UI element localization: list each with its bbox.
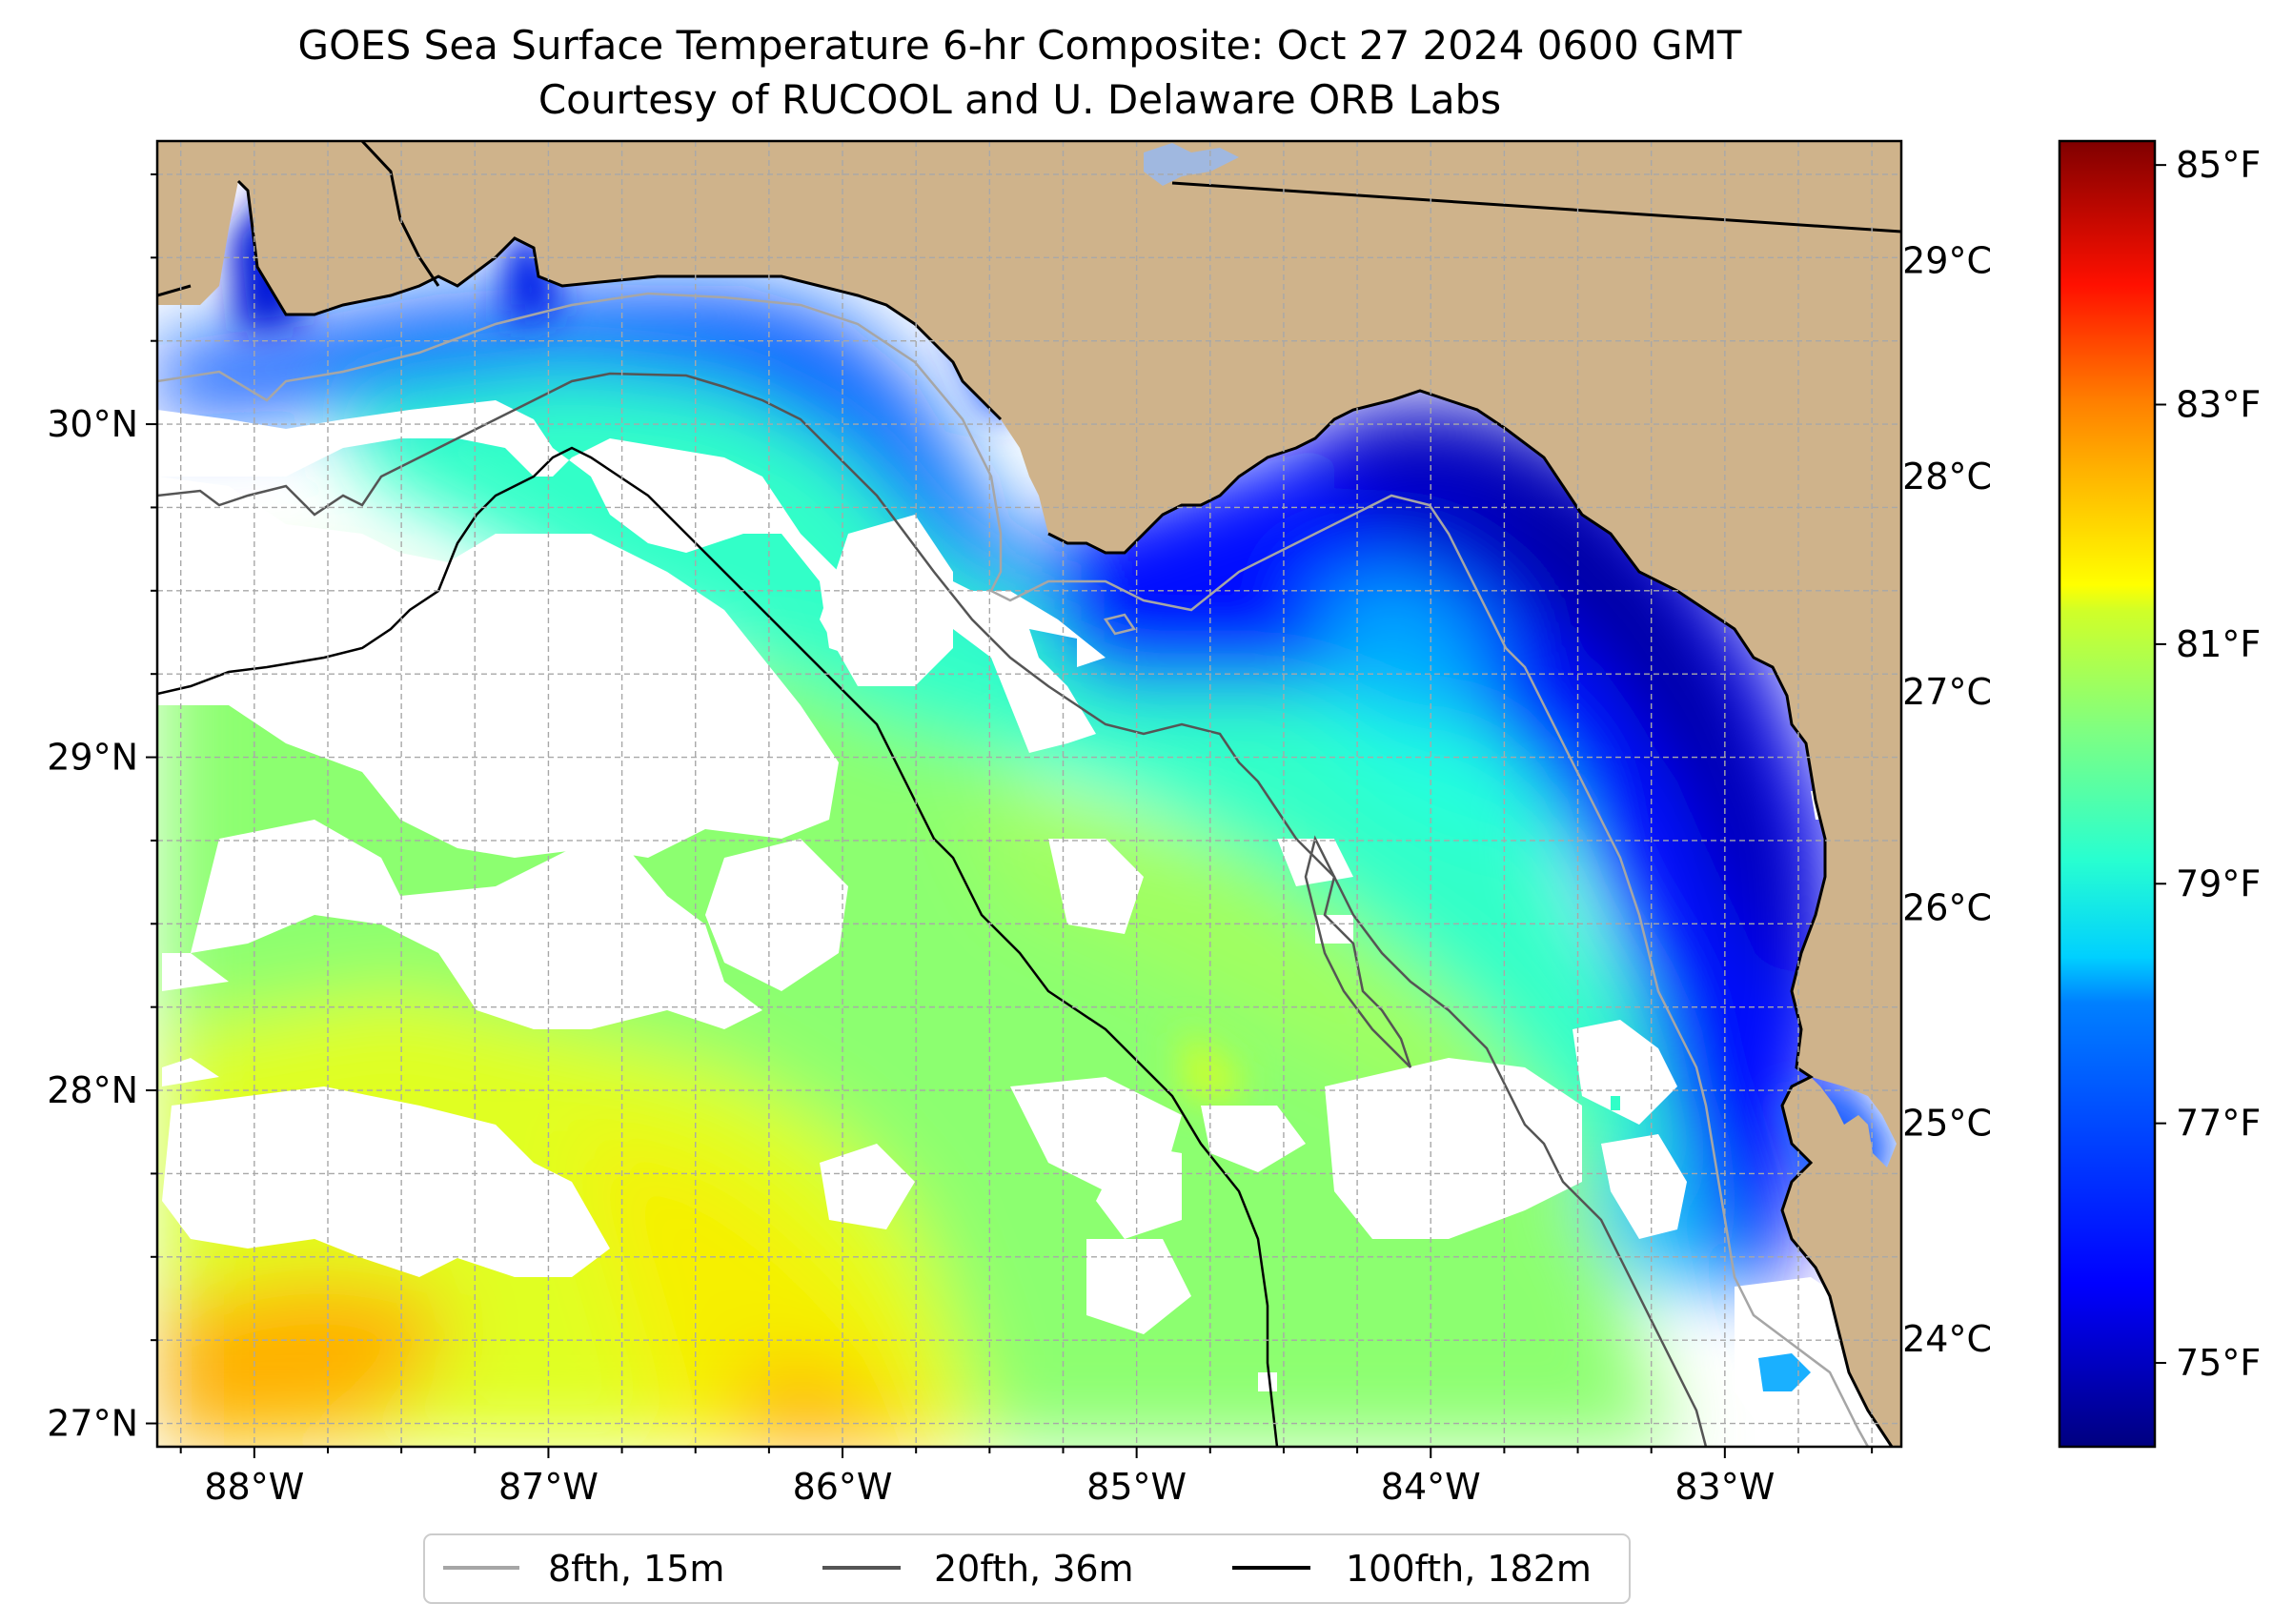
lat-tick-label: 27°N — [47, 1403, 138, 1445]
sst-patches — [1611, 1096, 1811, 1391]
gridlines — [157, 141, 1901, 1447]
lon-tick-label: 88°W — [204, 1466, 304, 1508]
map-subtitle: Courtesy of RUCOOL and U. Delaware ORB L… — [538, 76, 1502, 123]
inland-lake — [1144, 143, 1239, 186]
colorbar-f-label: 85°F — [2176, 144, 2261, 186]
lon-tick-label: 85°W — [1086, 1466, 1187, 1508]
lat-tick-label: 28°N — [47, 1069, 138, 1111]
colorbar-f-label: 83°F — [2176, 384, 2261, 426]
colorbar-gradient — [2058, 139, 2157, 1449]
land — [157, 141, 1901, 1447]
lat-tick-label: 30°N — [47, 403, 138, 445]
colorbar-c-label: 26°C — [1902, 886, 1992, 928]
colorbar-c-label: 28°C — [1902, 456, 1992, 497]
map-axes: 88°W 87°W 86°W 85°W 84°W 83°W 27°N 28°N 29°N 30°N — [47, 173, 1874, 1508]
isobath-100fth — [157, 446, 1279, 1447]
colorbar-f-label: 81°F — [2176, 623, 2261, 665]
lon-tick-label: 84°W — [1381, 1466, 1481, 1508]
legend: 8fth, 15m 20fth, 36m 100fth, 182m — [423, 1533, 1631, 1604]
legend-box — [423, 1533, 1631, 1604]
state-border — [360, 141, 1901, 287]
lon-tick-label: 87°W — [498, 1466, 599, 1508]
map-frame — [155, 139, 1903, 1449]
lon-tick-label: 86°W — [793, 1466, 893, 1508]
colorbar-c-label: 29°C — [1902, 240, 1992, 282]
map-title: GOES Sea Surface Temperature 6-hr Compos… — [297, 22, 1742, 69]
map-area: 88°W 87°W 86°W 85°W 84°W 83°W 27°N 28°N 29°N 30°N — [47, 139, 1903, 1508]
colorbar-f-label: 79°F — [2176, 863, 2261, 904]
isobath-8fth — [157, 292, 1870, 1447]
colorbar-c-label: 27°C — [1902, 671, 1992, 713]
colorbar-ticks: 75°F 77°F 79°F 81°F 83°F 85°F 24°C 25°C 26°C 27°C… — [1902, 144, 2261, 1384]
colorbar-c-label: 24°C — [1902, 1318, 1992, 1360]
colorbar-c-label: 25°C — [1902, 1103, 1992, 1145]
coastline — [157, 179, 1894, 1447]
legend-label-100fth: 100fth, 182m — [1346, 1548, 1592, 1590]
colorbar: 75°F 77°F 79°F 81°F 83°F 85°F 24°C 25°C 26°C 27°C… — [1902, 139, 2261, 1449]
lat-tick-label: 29°N — [47, 737, 138, 779]
colorbar-f-label: 75°F — [2176, 1342, 2261, 1384]
colorbar-f-label: 77°F — [2176, 1103, 2261, 1145]
legend-label-20fth: 20fth, 36m — [934, 1548, 1134, 1590]
lon-tick-label: 83°W — [1674, 1466, 1775, 1508]
legend-label-8fth: 8fth, 15m — [548, 1548, 724, 1590]
